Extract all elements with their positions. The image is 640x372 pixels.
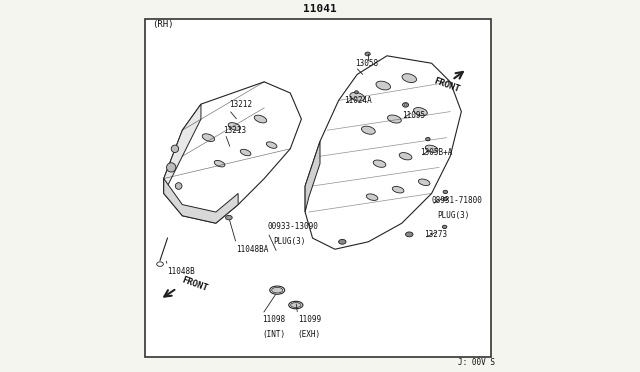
Ellipse shape — [399, 153, 412, 160]
Text: 13058: 13058 — [355, 59, 378, 68]
Ellipse shape — [392, 186, 404, 193]
Ellipse shape — [419, 179, 430, 186]
Ellipse shape — [225, 215, 232, 220]
Polygon shape — [164, 104, 201, 193]
Ellipse shape — [157, 262, 163, 266]
Text: 11048B: 11048B — [168, 267, 195, 276]
Text: PLUG(3): PLUG(3) — [273, 237, 306, 246]
Text: 11099: 11099 — [298, 315, 321, 324]
Ellipse shape — [425, 145, 438, 153]
Text: 11041: 11041 — [303, 4, 337, 14]
FancyBboxPatch shape — [145, 19, 491, 357]
Ellipse shape — [387, 115, 401, 123]
Ellipse shape — [426, 138, 430, 141]
Ellipse shape — [339, 240, 346, 244]
Ellipse shape — [362, 126, 375, 134]
Ellipse shape — [402, 74, 417, 83]
Text: 13273: 13273 — [424, 230, 447, 239]
Text: 11048BA: 11048BA — [236, 245, 269, 254]
Ellipse shape — [355, 91, 358, 94]
Text: 13212: 13212 — [229, 100, 252, 109]
Ellipse shape — [366, 194, 378, 201]
Ellipse shape — [289, 301, 303, 309]
Ellipse shape — [240, 149, 251, 156]
Ellipse shape — [373, 160, 386, 167]
Ellipse shape — [166, 163, 176, 172]
Ellipse shape — [442, 225, 447, 228]
Ellipse shape — [254, 115, 267, 123]
Text: FRONT: FRONT — [432, 77, 461, 94]
Text: J: 00V S: J: 00V S — [458, 358, 495, 367]
Text: 13213: 13213 — [223, 126, 246, 135]
Ellipse shape — [175, 183, 182, 189]
Ellipse shape — [202, 134, 214, 141]
Ellipse shape — [214, 160, 225, 167]
Ellipse shape — [376, 81, 390, 90]
Text: (RH): (RH) — [152, 20, 174, 29]
Polygon shape — [305, 56, 461, 249]
Ellipse shape — [413, 108, 428, 116]
Ellipse shape — [406, 232, 413, 237]
Ellipse shape — [291, 303, 301, 307]
Ellipse shape — [365, 52, 370, 56]
Text: (EXH): (EXH) — [298, 330, 321, 339]
Polygon shape — [305, 141, 320, 212]
Ellipse shape — [403, 103, 408, 107]
Text: 08931-71800: 08931-71800 — [431, 196, 483, 205]
Text: 11098: 11098 — [262, 315, 285, 324]
Text: 11095: 11095 — [402, 111, 425, 120]
Polygon shape — [164, 179, 238, 223]
Ellipse shape — [443, 197, 447, 201]
Text: FRONT: FRONT — [180, 276, 209, 294]
Ellipse shape — [172, 145, 179, 153]
Text: (INT): (INT) — [262, 330, 285, 339]
Text: PLUG(3): PLUG(3) — [437, 211, 470, 220]
Text: 00933-13090: 00933-13090 — [268, 222, 319, 231]
Ellipse shape — [271, 287, 283, 293]
Ellipse shape — [404, 104, 407, 106]
Text: 11024A: 11024A — [344, 96, 372, 105]
Ellipse shape — [228, 123, 241, 130]
Text: 1305B+A: 1305B+A — [420, 148, 453, 157]
Polygon shape — [164, 82, 301, 223]
Ellipse shape — [266, 142, 277, 148]
Ellipse shape — [270, 286, 285, 294]
Ellipse shape — [443, 190, 447, 194]
Ellipse shape — [350, 92, 364, 101]
